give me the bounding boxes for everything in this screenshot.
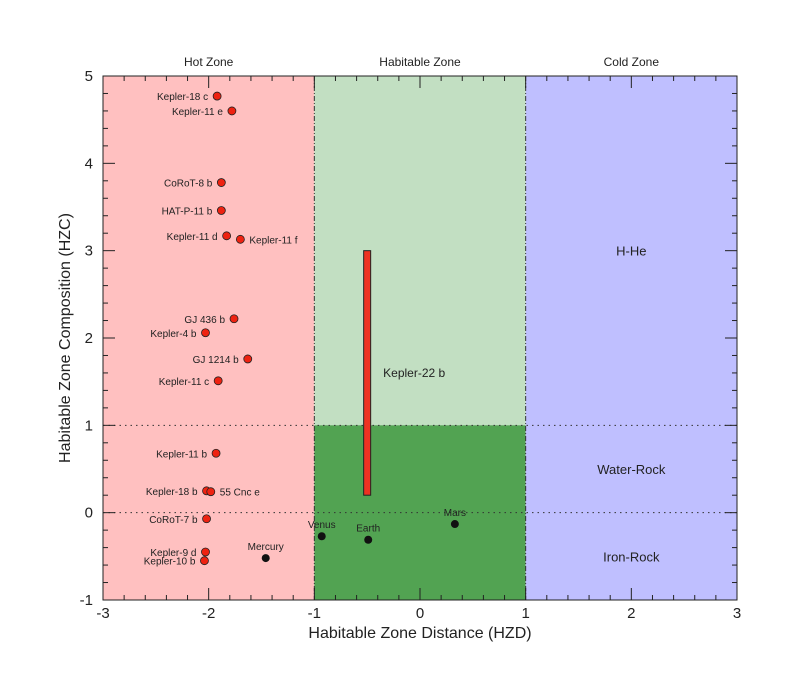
exoplanet-point — [206, 487, 216, 497]
x-tick-label: -2 — [202, 605, 215, 622]
exoplanet-label: GJ 436 b — [184, 315, 225, 326]
exoplanet-label: Kepler-18 b — [146, 487, 198, 498]
zone-label: Habitable Zone — [379, 55, 461, 69]
zone-label: Cold Zone — [604, 55, 660, 69]
exoplanet-label: Kepler-11 d — [167, 232, 218, 243]
x-tick-label: 0 — [416, 605, 424, 622]
exoplanet-point — [202, 514, 211, 524]
solar-planet-label: Venus — [308, 520, 336, 531]
exoplanet-point — [212, 91, 222, 101]
y-tick-label: 0 — [85, 505, 93, 522]
exoplanet-label: Kepler-18 c — [157, 92, 208, 103]
composition-label: H-He — [616, 244, 646, 259]
x-tick-label: -3 — [96, 605, 109, 622]
solar-planet-label: Earth — [356, 524, 380, 535]
y-tick-label: -1 — [80, 592, 93, 609]
exoplanet-label: CoRoT-7 b — [149, 515, 198, 526]
solar-planet-point — [450, 520, 459, 529]
y-tick-label: 4 — [85, 155, 93, 172]
x-tick-label: 2 — [627, 605, 635, 622]
exoplanet-label: Kepler-11 c — [159, 377, 209, 388]
kepler-22b-range-bar — [363, 250, 372, 496]
exoplanet-label: HAT-P-11 b — [162, 206, 213, 217]
exoplanet-point — [201, 547, 210, 557]
exoplanet-point — [243, 354, 253, 364]
exoplanet-point — [213, 376, 223, 386]
exoplanet-point — [216, 206, 226, 215]
x-tick-label: 3 — [733, 605, 741, 622]
exoplanet-label: Kepler-11 f — [249, 235, 297, 246]
exoplanet-label: Kepler-9 d — [150, 548, 196, 559]
zone-2-background — [525, 76, 737, 600]
x-axis-label: Habitable Zone Distance (HZD) — [308, 625, 531, 642]
solar-planet-label: Mars — [444, 508, 466, 519]
solar-planet-label: Mercury — [248, 542, 284, 553]
exoplanet-point — [201, 328, 210, 338]
exoplanet-label: Kepler-11 e — [172, 107, 223, 118]
exoplanet-point — [227, 106, 237, 116]
y-tick-label: 1 — [85, 417, 93, 434]
exoplanet-label: 55 Cnc e — [220, 488, 260, 499]
exoplanet-point — [200, 556, 209, 566]
y-axis-label: Habitable Zone Composition (HZC) — [57, 213, 74, 463]
y-tick-label: 3 — [85, 243, 93, 260]
exoplanet-label: GJ 1214 b — [193, 355, 240, 366]
x-tick-label: 1 — [521, 605, 529, 622]
exoplanet-point — [216, 178, 226, 187]
exoplanet-point — [211, 448, 221, 458]
exoplanet-label: Kepler-10 b — [144, 557, 196, 568]
exoplanet-point — [235, 234, 245, 244]
exoplanet-point — [229, 314, 239, 324]
kepler-22b-label: Kepler-22 b — [383, 366, 445, 380]
y-tick-label: 5 — [85, 68, 93, 85]
exoplanet-label: Kepler-4 b — [150, 329, 197, 340]
composition-label: Water-Rock — [597, 462, 666, 477]
exoplanet-point — [222, 231, 232, 241]
zone-label: Hot Zone — [184, 55, 234, 69]
exoplanet-label: Kepler-11 b — [156, 449, 207, 460]
solar-planet-point — [364, 535, 373, 544]
composition-label: Iron-Rock — [603, 549, 660, 564]
y-tick-label: 2 — [85, 330, 93, 347]
exoplanet-label: CoRoT-8 b — [164, 179, 213, 190]
x-tick-label: -1 — [308, 605, 321, 622]
solar-planet-point — [317, 532, 326, 541]
zone-1-rocky-background — [314, 425, 526, 600]
solar-planet-point — [261, 554, 270, 563]
